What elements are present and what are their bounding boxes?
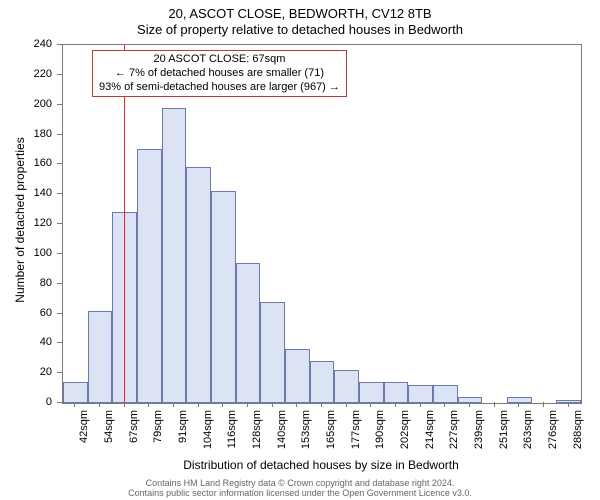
histogram-bar [359, 382, 384, 403]
x-tick-mark [148, 402, 149, 407]
x-tick-mark [321, 402, 322, 407]
x-tick-mark [296, 402, 297, 407]
x-tick-mark [444, 402, 445, 407]
chart-title-2: Size of property relative to detached ho… [0, 22, 600, 38]
y-tick-label: 160 [0, 157, 52, 169]
annotation-line2: ← 7% of detached houses are smaller (71) [99, 67, 340, 81]
plot-area [62, 44, 582, 404]
footer-line2: Contains public sector information licen… [0, 488, 600, 498]
x-tick-mark [222, 402, 223, 407]
x-tick-label: 288sqm [572, 410, 584, 470]
annotation-line3: 93% of semi-detached houses are larger (… [99, 81, 340, 95]
x-tick-label: 128sqm [251, 410, 263, 470]
footer-line1: Contains HM Land Registry data © Crown c… [0, 478, 600, 488]
x-tick-label: 140sqm [276, 410, 288, 470]
x-tick-label: 67sqm [128, 410, 140, 470]
x-tick-mark [494, 402, 495, 407]
y-tick-label: 220 [0, 68, 52, 80]
histogram-bar [236, 263, 261, 403]
histogram-bar [88, 311, 113, 403]
x-tick-mark [395, 402, 396, 407]
y-tick-mark [57, 74, 62, 75]
y-tick-label: 60 [0, 307, 52, 319]
y-tick-mark [57, 372, 62, 373]
x-tick-label: 276sqm [547, 410, 559, 470]
y-tick-mark [57, 342, 62, 343]
property-size-chart: 20, ASCOT CLOSE, BEDWORTH, CV12 8TB Size… [0, 0, 600, 500]
x-tick-mark [99, 402, 100, 407]
y-tick-mark [57, 253, 62, 254]
histogram-bar [285, 349, 310, 403]
histogram-bar [310, 361, 335, 403]
y-tick-label: 240 [0, 38, 52, 50]
x-tick-mark [518, 402, 519, 407]
x-tick-label: 177sqm [350, 410, 362, 470]
x-tick-mark [469, 402, 470, 407]
y-tick-label: 80 [0, 277, 52, 289]
histogram-bar [63, 382, 88, 403]
y-tick-mark [57, 163, 62, 164]
histogram-bar [556, 400, 581, 403]
y-tick-label: 140 [0, 187, 52, 199]
histogram-bar [408, 385, 433, 403]
x-tick-label: 42sqm [78, 410, 90, 470]
histogram-bar [433, 385, 458, 403]
x-tick-mark [543, 402, 544, 407]
histogram-bar [260, 302, 285, 403]
histogram-bar [507, 397, 532, 403]
x-tick-mark [346, 402, 347, 407]
y-tick-mark [57, 283, 62, 284]
annotation-line1: 20 ASCOT CLOSE: 67sqm [99, 53, 340, 67]
x-tick-label: 79sqm [152, 410, 164, 470]
x-tick-label: 190sqm [374, 410, 386, 470]
y-tick-label: 40 [0, 336, 52, 348]
histogram-bar [186, 167, 211, 403]
y-tick-label: 100 [0, 247, 52, 259]
y-tick-label: 0 [0, 396, 52, 408]
x-tick-label: 104sqm [202, 410, 214, 470]
histogram-bar [384, 382, 409, 403]
x-tick-label: 227sqm [448, 410, 460, 470]
x-tick-mark [198, 402, 199, 407]
annotation-box: 20 ASCOT CLOSE: 67sqm ← 7% of detached h… [92, 50, 347, 97]
y-tick-label: 20 [0, 366, 52, 378]
x-tick-label: 116sqm [226, 410, 238, 470]
y-tick-mark [57, 223, 62, 224]
attribution-footer: Contains HM Land Registry data © Crown c… [0, 478, 600, 498]
x-tick-label: 239sqm [473, 410, 485, 470]
x-tick-mark [420, 402, 421, 407]
y-tick-label: 200 [0, 98, 52, 110]
y-tick-mark [57, 402, 62, 403]
histogram-bar [211, 191, 236, 403]
x-tick-mark [568, 402, 569, 407]
x-tick-mark [272, 402, 273, 407]
x-tick-label: 153sqm [300, 410, 312, 470]
chart-titles: 20, ASCOT CLOSE, BEDWORTH, CV12 8TB Size… [0, 0, 600, 37]
y-tick-mark [57, 44, 62, 45]
y-tick-label: 120 [0, 217, 52, 229]
x-tick-label: 202sqm [399, 410, 411, 470]
histogram-bar [334, 370, 359, 403]
x-tick-label: 54sqm [103, 410, 115, 470]
x-tick-label: 165sqm [325, 410, 337, 470]
y-tick-mark [57, 313, 62, 314]
x-tick-label: 214sqm [424, 410, 436, 470]
reference-line [124, 45, 125, 403]
histogram-bar [137, 149, 162, 403]
y-tick-mark [57, 134, 62, 135]
histogram-bar [162, 108, 187, 403]
chart-title-1: 20, ASCOT CLOSE, BEDWORTH, CV12 8TB [0, 6, 600, 22]
y-tick-label: 180 [0, 128, 52, 140]
x-tick-mark [74, 402, 75, 407]
y-tick-mark [57, 193, 62, 194]
x-tick-mark [124, 402, 125, 407]
x-tick-label: 251sqm [498, 410, 510, 470]
y-tick-mark [57, 104, 62, 105]
x-tick-label: 263sqm [522, 410, 534, 470]
x-tick-label: 91sqm [177, 410, 189, 470]
x-tick-mark [173, 402, 174, 407]
x-tick-mark [370, 402, 371, 407]
x-tick-mark [247, 402, 248, 407]
